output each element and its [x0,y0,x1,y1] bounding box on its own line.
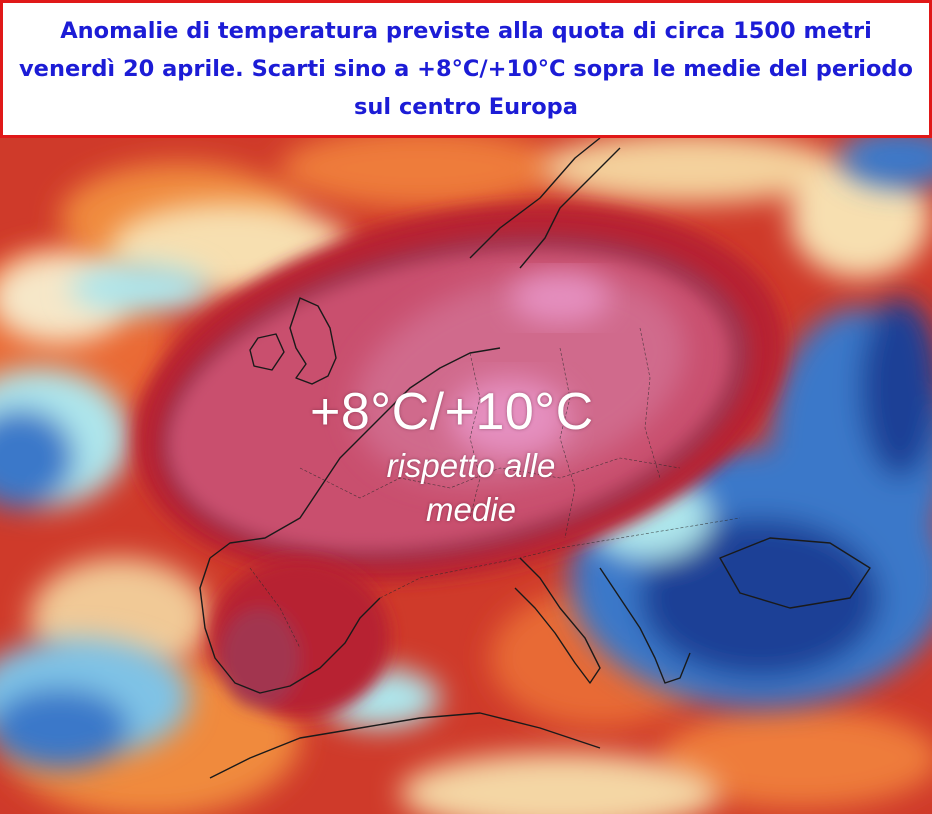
coastlines [199,138,871,779]
country-borders [249,327,741,649]
neutral-zones [0,138,930,814]
iberia-warm-zone [210,558,390,718]
anomaly-core [135,204,785,582]
cold-zones [0,138,932,768]
title-banner: Anomalie di temperatura previste alla qu… [0,0,932,138]
anomaly-field [0,138,932,814]
temperature-anomaly-map: +8°C/+10°C rispetto alle medie [0,138,932,814]
map-title: Anomalie di temperatura previste alla qu… [19,18,913,120]
